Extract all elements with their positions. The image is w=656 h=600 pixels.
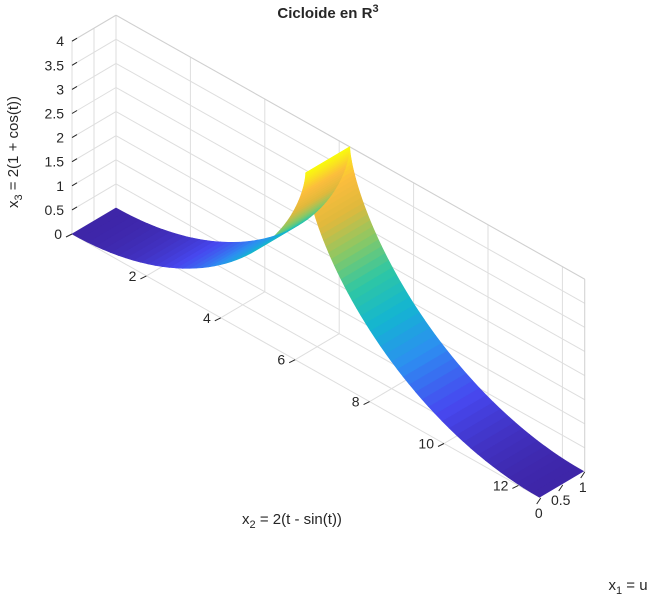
z-tick-label: 3 [56,81,64,97]
z-tick-mark [71,206,78,211]
box-edge [71,14,117,42]
x-tick-mark [580,471,586,479]
y-tick-mark [512,484,519,489]
z-tick-mark [71,110,78,114]
z-tick-mark [71,61,78,66]
tick-marks [65,37,586,505]
y-tick-mark [437,443,445,447]
axes-box [71,14,586,472]
y-tick-label: 10 [418,436,434,452]
z-tick-mark [71,37,78,42]
chart-title: Cicloide en R3 [277,3,378,22]
x-tick-mark [558,484,564,492]
y-tick-label: 0 [54,226,62,242]
y-tick-label: 6 [277,352,285,368]
z-tick-mark [71,158,78,163]
y-tick-mark [288,359,296,364]
grid-line-side-z [71,159,117,187]
z-tick-label: 0.5 [45,202,65,218]
x-tick-label: 1 [579,479,587,495]
grid-line-side-z [71,183,117,211]
surface-plot [71,146,585,498]
z-tick-label: 2.5 [45,106,65,122]
x-tick-mark [536,497,542,505]
z-tick-label: 2 [56,130,64,146]
y-tick-label: 2 [129,268,137,284]
grid-line-side-z [71,87,117,114]
y-tick-label: 12 [493,477,509,493]
z-tick-mark [71,182,78,187]
z-tick-label: 3.5 [45,57,65,73]
x-axis-label: x1 = u [608,577,647,597]
box-edge [115,14,585,280]
z-axis-label: x3 = 2(1 + cos(t)) [5,96,25,208]
grid-line-side-z [71,135,117,163]
surface-patch [71,207,125,239]
grid-line-back-z [115,183,585,449]
z-tick-label: 1 [56,178,64,194]
y-axis-label: x2 = 2(t - sin(t)) [242,511,342,531]
z-tick-mark [71,85,78,90]
z-tick-label: 1.5 [45,154,65,170]
y-tick-label: 8 [352,394,360,410]
y-tick-mark [65,233,73,238]
z-tick-mark [71,134,78,139]
tick-labels: 0.5 1 1.5 2 2.5 3 3.5 4 0 2 4 6 8 10 12 0 0.5 1 [45,33,587,521]
y-tick-mark [363,401,370,406]
z-tick-label: 4 [56,33,64,49]
grid-line-side-z [71,111,117,139]
y-tick-label: 4 [203,310,211,326]
x-tick-label: 0.5 [551,492,571,508]
grid-line-side-z [71,38,117,66]
grid-line-floor-x [71,233,541,499]
y-tick-mark [140,275,147,280]
y-tick-mark [214,317,222,322]
grid-line-side-z [71,62,117,90]
x-tick-label: 0 [535,505,543,521]
